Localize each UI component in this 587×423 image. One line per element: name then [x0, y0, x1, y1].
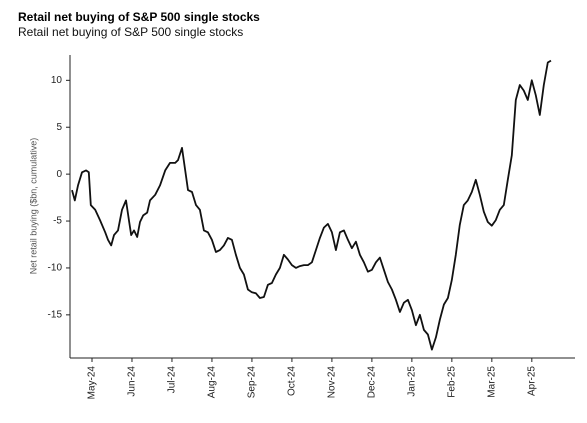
y-tick-label: 5: [56, 122, 62, 133]
y-axis-label: Net retail buying ($bn, cumulative): [28, 138, 38, 275]
chart-subtitle: Retail net buying of S&P 500 single stoc…: [18, 25, 243, 39]
x-tick-label: Mar-25: [486, 366, 497, 398]
y-tick-label: -10: [48, 263, 63, 274]
x-tick-label: Apr-25: [526, 366, 537, 396]
y-tick-label: -15: [48, 309, 63, 320]
x-tick-label: Jun-24: [127, 366, 138, 397]
y-tick-label: 0: [56, 169, 62, 180]
x-tick-label: Jan-25: [407, 366, 418, 397]
x-tick-label: Dec-24: [367, 366, 378, 399]
x-tick-label: May-24: [87, 366, 98, 400]
chart-title: Retail net buying of S&P 500 single stoc…: [18, 10, 260, 24]
y-tick-label: 10: [51, 75, 63, 86]
x-tick-label: Oct-24: [287, 366, 298, 396]
line: [71, 59, 552, 351]
y-tick-label: -5: [53, 216, 62, 227]
x-tick-label: Jul-24: [167, 366, 178, 394]
x-tick-label: Sep-24: [247, 366, 258, 399]
x-tick-label: Aug-24: [207, 366, 218, 399]
x-tick-label: Feb-25: [446, 366, 457, 398]
x-tick-label: Nov-24: [327, 366, 338, 399]
